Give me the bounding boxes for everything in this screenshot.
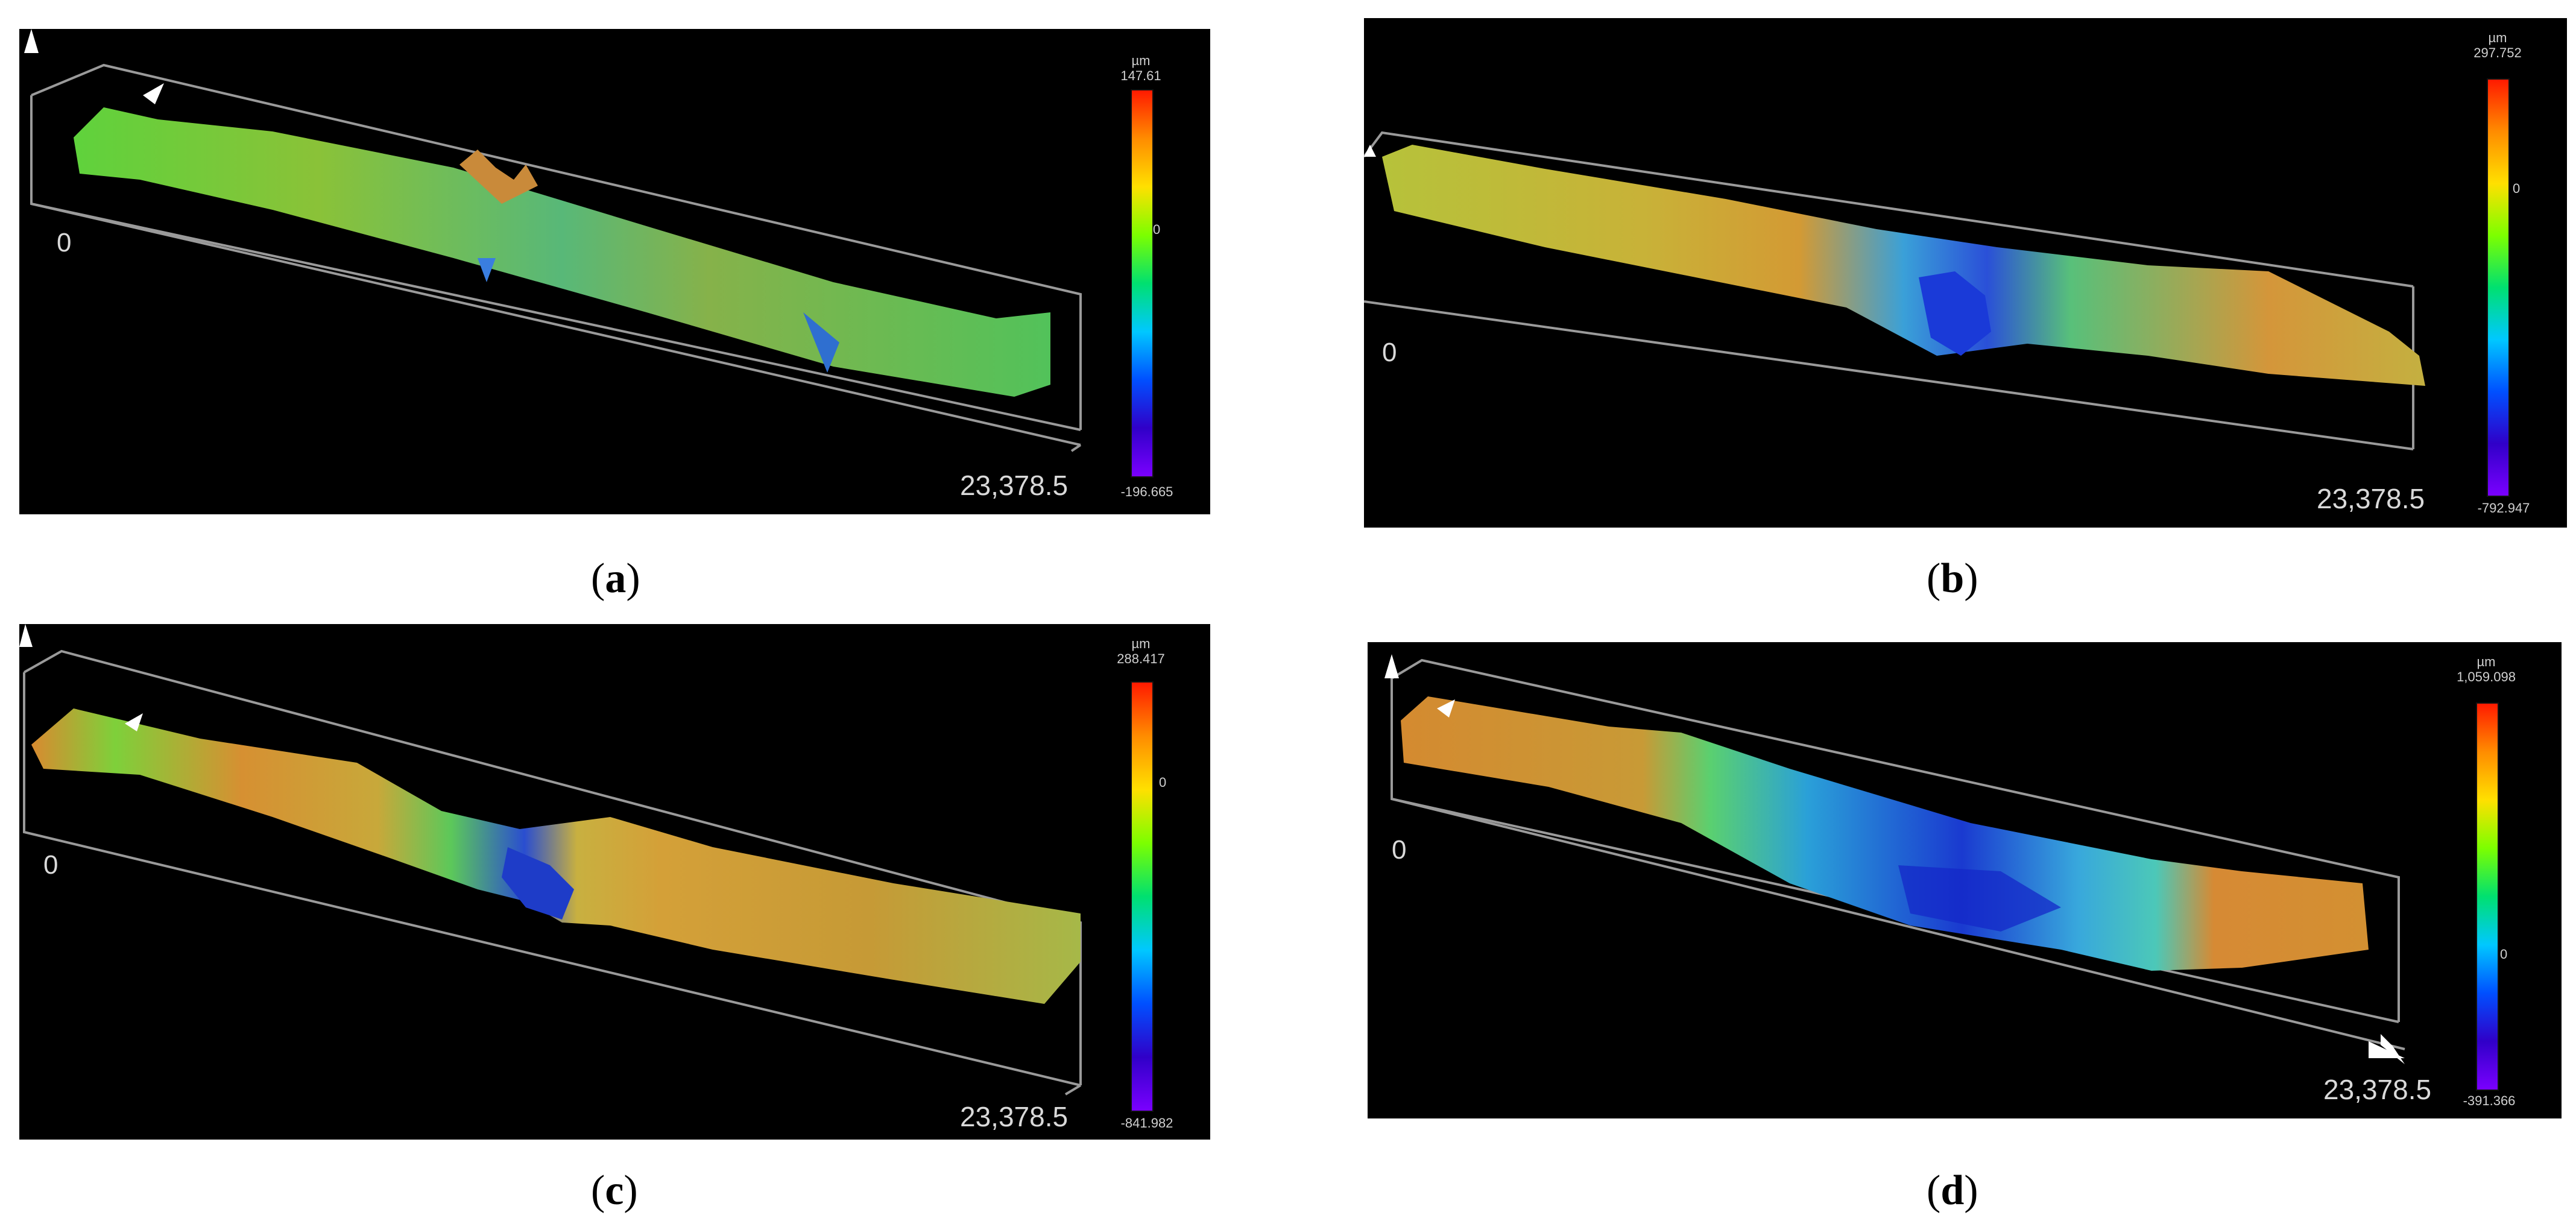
panel-b: 0 23,378.5 µm 297.752 0 -792.947 <box>1364 18 2567 528</box>
colorbar <box>1131 89 1154 478</box>
axis-arrow-icon <box>24 29 39 53</box>
length-label: 23,378.5 <box>960 470 1069 501</box>
panel-a: 0 23,378.5 µm 147.61 0 -196.665 <box>19 29 1210 514</box>
axis-arrow-icon <box>2369 1041 2405 1058</box>
bounding-box-edge <box>1391 658 2400 1022</box>
length-label: 23,378.5 <box>2317 483 2425 514</box>
surface-3d-plot-c <box>19 624 1082 1096</box>
bounding-box-edge <box>1064 1084 1082 1096</box>
surface-strip <box>31 708 1081 1004</box>
colorbar <box>2487 78 2510 497</box>
colorbar <box>1131 681 1154 1112</box>
bounding-box-edge <box>23 672 1081 1087</box>
colorbar-unit: µm <box>1131 53 1151 68</box>
panel-caption-a: (a) <box>591 555 640 602</box>
surface-pit <box>502 847 574 919</box>
panel-d: 0 23,378.5 µm 1,059.098 0 -391.366 <box>1368 642 2562 1118</box>
surface-pit <box>478 258 496 282</box>
colorbar-max: 1,059.098 <box>2457 669 2516 684</box>
bounding-box-edge <box>31 203 1081 446</box>
bounding-box-edge <box>1391 798 2405 1050</box>
colorbar-min: -841.982 <box>1120 1115 1173 1131</box>
surface-deep-region <box>1898 865 2061 932</box>
length-label: 23,378.5 <box>2323 1074 2432 1105</box>
colorbar-max: 147.61 <box>1120 68 1161 83</box>
surface-pit <box>803 312 839 373</box>
bounding-box-edge <box>1070 444 1082 452</box>
axis-arrow-icon <box>143 83 164 104</box>
surface-strip <box>1401 696 2369 971</box>
colorbar-min: -196.665 <box>1120 484 1173 499</box>
origin-label: 0 <box>43 850 58 880</box>
bounding-box-edge <box>1364 300 2414 450</box>
surface-3d-plot-b <box>1364 131 2425 450</box>
axis-arrow-icon <box>1364 145 1376 157</box>
colorbar-min: -792.947 <box>2477 500 2530 516</box>
colorbar-zero: 0 <box>2500 947 2508 962</box>
axis-arrow-icon <box>1437 699 1455 718</box>
axis-arrow-icon <box>19 624 33 647</box>
colorbar-zero: 0 <box>1159 775 1167 790</box>
surface-peak <box>459 150 538 204</box>
colorbar-unit: µm <box>1131 636 1151 651</box>
colorbar <box>2476 702 2499 1091</box>
colorbar-max: 297.752 <box>2473 45 2522 60</box>
panel-caption-d: (d) <box>1927 1167 1978 1214</box>
bounding-box-edge <box>31 63 1082 430</box>
origin-label: 0 <box>1392 835 1407 865</box>
colorbar-zero: 0 <box>1153 222 1161 237</box>
colorbar-zero: 0 <box>2513 181 2521 196</box>
surface-strip <box>1382 145 2425 386</box>
origin-label: 0 <box>1382 338 1397 367</box>
colorbar-unit: µm <box>2488 30 2507 45</box>
surface-3d-plot-a <box>24 29 1082 452</box>
bounding-box-edge <box>24 649 1082 1085</box>
colorbar-unit: µm <box>2477 654 2496 669</box>
axis-arrow-icon <box>1384 654 1399 678</box>
panel-caption-b: (b) <box>1927 555 1978 602</box>
panel-c: 0 23,378.5 µm 288.417 0 -841.982 <box>19 624 1210 1140</box>
colorbar-max: 288.417 <box>1117 651 1165 666</box>
origin-label: 0 <box>57 228 72 257</box>
axis-arrow-icon <box>125 713 143 731</box>
surface-strip <box>74 107 1050 397</box>
length-label: 23,378.5 <box>960 1101 1069 1132</box>
panel-caption-c: (c) <box>591 1167 638 1214</box>
surface-pit <box>1919 271 1991 356</box>
colorbar-min: -391.366 <box>2463 1093 2516 1108</box>
surface-3d-plot-d <box>1384 654 2405 1064</box>
